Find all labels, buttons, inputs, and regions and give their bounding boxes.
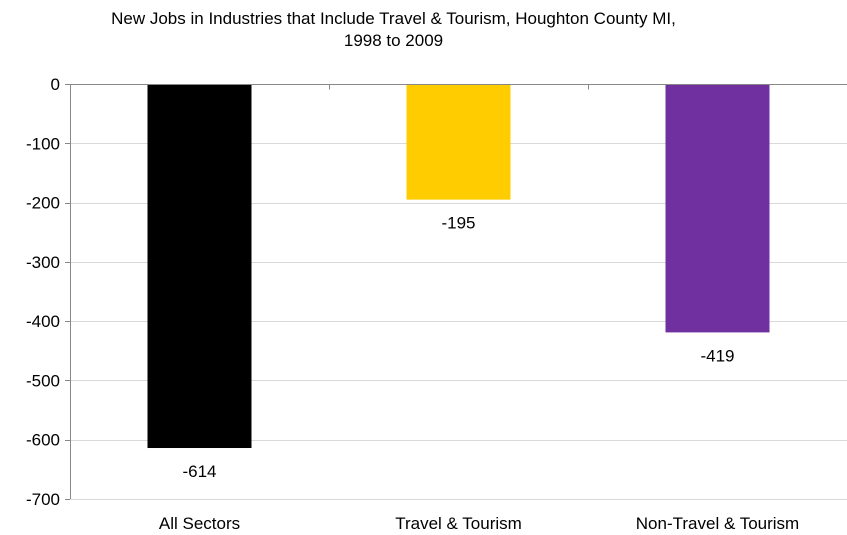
chart-title-line-2: 1998 to 2009 (343, 31, 444, 50)
bar (147, 84, 252, 449)
chart-title: New Jobs in Industries that Include Trav… (0, 8, 787, 52)
bar (406, 84, 511, 200)
x-category-label: All Sectors (159, 514, 240, 533)
data-label: -195 (441, 214, 475, 233)
y-tick-label: -100 (26, 134, 60, 153)
data-label: -614 (182, 462, 216, 481)
bars (147, 84, 770, 449)
data-labels: -614 -195 -419 (182, 214, 734, 481)
bar (665, 84, 770, 333)
y-tick-label: -300 (26, 253, 60, 272)
data-label: -419 (700, 346, 734, 365)
chart-title-line-1: New Jobs in Industries that Include Trav… (111, 9, 676, 28)
category-labels: All Sectors Travel & Tourism Non-Travel & … (159, 514, 799, 533)
axes (65, 84, 847, 500)
y-tick-label: -200 (26, 194, 60, 213)
y-axis-ticks: 0 -100 -200 -300 -400 -500 -600 -700 (26, 75, 60, 509)
x-category-label: Non-Travel & Tourism (636, 514, 799, 533)
y-tick-label: -700 (26, 490, 60, 509)
y-tick-label: -500 (26, 371, 60, 390)
y-tick-label: 0 (51, 75, 60, 94)
y-tick-label: -600 (26, 431, 60, 450)
x-category-label: Travel & Tourism (395, 514, 522, 533)
y-tick-label: -400 (26, 312, 60, 331)
